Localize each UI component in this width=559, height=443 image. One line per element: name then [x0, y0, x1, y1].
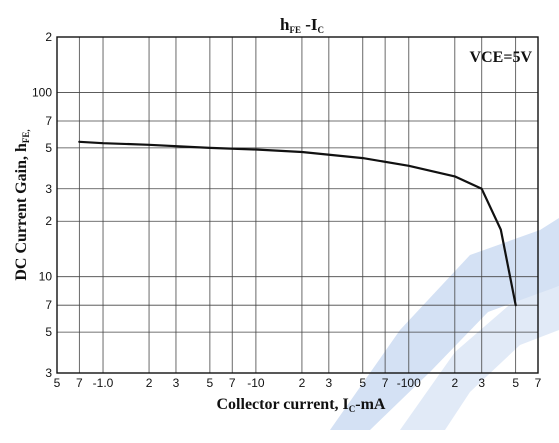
x-tick-label: 3	[326, 376, 333, 390]
x-tick-label: 2	[146, 376, 153, 390]
x-tick-label: 3	[173, 376, 180, 390]
y-tick-label: 100	[32, 85, 52, 99]
x-tick-label: 2	[299, 376, 306, 390]
x-tick-label: 5	[207, 376, 214, 390]
y-tick-label: 10	[39, 270, 53, 284]
x-axis-label-post: -mA	[355, 396, 386, 413]
y-tick-label: 3	[45, 366, 52, 380]
x-tick-label: 7	[382, 376, 389, 390]
x-tick-label: 5	[54, 376, 61, 390]
x-tick-label: -100	[397, 376, 421, 390]
y-tick-labels: 2 100 7 5 3 2 10 7 5 3	[32, 30, 52, 380]
watermark-band	[330, 218, 559, 430]
watermark-band	[400, 286, 559, 430]
x-tick-labels: 5 7 -1.0 2 3 5 7 -10 2 3 5 7 -100 2 3 5 7	[54, 376, 542, 390]
y-axis-label: DC Current Gain, hFE,	[13, 129, 31, 280]
title-tail-sub: C	[318, 25, 325, 35]
y-tick-label: 5	[45, 141, 52, 155]
title-main: h	[280, 15, 290, 34]
series-line	[78, 140, 517, 307]
x-tick-label: 5	[359, 376, 366, 390]
chart-title: hFE -IC	[280, 15, 324, 35]
plot-frame	[56, 36, 539, 374]
x-tick-label: 3	[478, 376, 485, 390]
x-tick-label: -1.0	[93, 376, 114, 390]
grid	[57, 37, 538, 373]
watermark-logo	[330, 218, 559, 430]
y-tick-label: 7	[45, 298, 52, 312]
y-axis-label-main: DC Current Gain, h	[13, 143, 30, 281]
y-axis-label-sub: FE,	[21, 129, 31, 143]
x-tick-label: 2	[451, 376, 458, 390]
title-sep: -I	[301, 15, 318, 34]
x-axis-label: Collector current, IC-mA	[217, 396, 386, 414]
y-tick-label: 7	[45, 114, 52, 128]
y-tick-label: 2	[45, 214, 52, 228]
x-tick-label: 7	[229, 376, 236, 390]
title-main-sub: FE	[289, 25, 301, 35]
y-tick-label: 2	[45, 30, 52, 44]
x-axis-label-pre: Collector current, I	[217, 396, 349, 413]
y-tick-label: 5	[45, 325, 52, 339]
x-tick-label: 5	[512, 376, 519, 390]
condition-annotation: VCE=5V	[470, 49, 533, 66]
x-axis-label-sub: C	[349, 404, 356, 414]
y-tick-label: 3	[45, 182, 52, 196]
x-tick-label: -10	[247, 376, 265, 390]
x-tick-label: 7	[535, 376, 542, 390]
x-tick-label: 7	[76, 376, 83, 390]
